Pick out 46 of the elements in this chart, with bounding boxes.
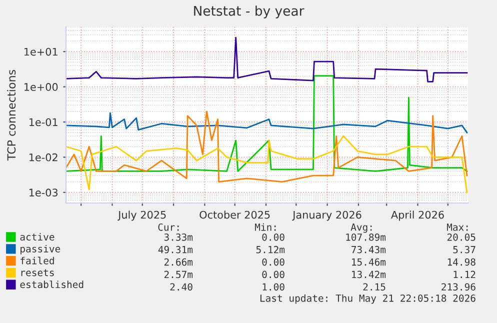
legend-label: failed: [20, 256, 54, 264]
line-series: [66, 135, 468, 194]
text: Last update: Thu May 21 22:05:18 2026: [260, 294, 476, 304]
y-tick-label: 1e+01: [24, 48, 58, 56]
text: 5.37: [453, 246, 476, 254]
text: 73.43m: [352, 246, 386, 254]
legend-label: active: [20, 233, 54, 241]
legend-label: resets: [21, 269, 54, 276]
y-tick-label: 1e+00: [24, 83, 58, 91]
text: 1.00: [262, 283, 284, 291]
text: 2.57m: [164, 270, 193, 278]
y-tick-label: 1e-02: [29, 153, 58, 162]
text: 3.33m: [164, 233, 193, 241]
legend-label: passive: [20, 244, 60, 254]
text: Cur:: [158, 223, 179, 231]
line-series: [66, 110, 468, 182]
legend-label: established: [20, 280, 84, 288]
text: 5.12m: [256, 246, 285, 254]
text: 49.31m: [158, 246, 193, 254]
text: Min:: [254, 223, 276, 231]
line-series: [66, 112, 468, 134]
text: Avg:: [350, 224, 372, 233]
text: 15.46m: [352, 258, 386, 266]
x-tick-label: January 2026: [292, 210, 362, 221]
text: 0.00: [262, 258, 284, 266]
line-series: [66, 36, 468, 82]
x-tick-label: October 2025: [200, 210, 270, 219]
text: 0.00: [262, 270, 284, 278]
text: 2.66m: [164, 258, 193, 266]
y-tick-label: 1e-03: [29, 188, 58, 197]
chart-title: Netstat - by year: [194, 6, 304, 18]
text: 0.00: [262, 233, 284, 241]
text: 2.40: [170, 283, 192, 291]
text: 2.15: [363, 283, 386, 291]
y-tick-label: 1e-01: [29, 118, 58, 126]
x-tick-label: July 2025: [118, 210, 166, 221]
text: 14.98: [448, 258, 476, 266]
text: Max:: [446, 224, 468, 231]
x-tick-label: April 2026: [391, 210, 444, 221]
y-axis-title: TCP connections: [7, 70, 16, 161]
text: 20.05: [447, 233, 476, 241]
text: 107.89m: [346, 233, 386, 241]
text: 13.42m: [352, 270, 386, 278]
line-series: [66, 75, 468, 172]
text: 1.12: [454, 270, 476, 278]
text: 213.96: [442, 283, 476, 291]
